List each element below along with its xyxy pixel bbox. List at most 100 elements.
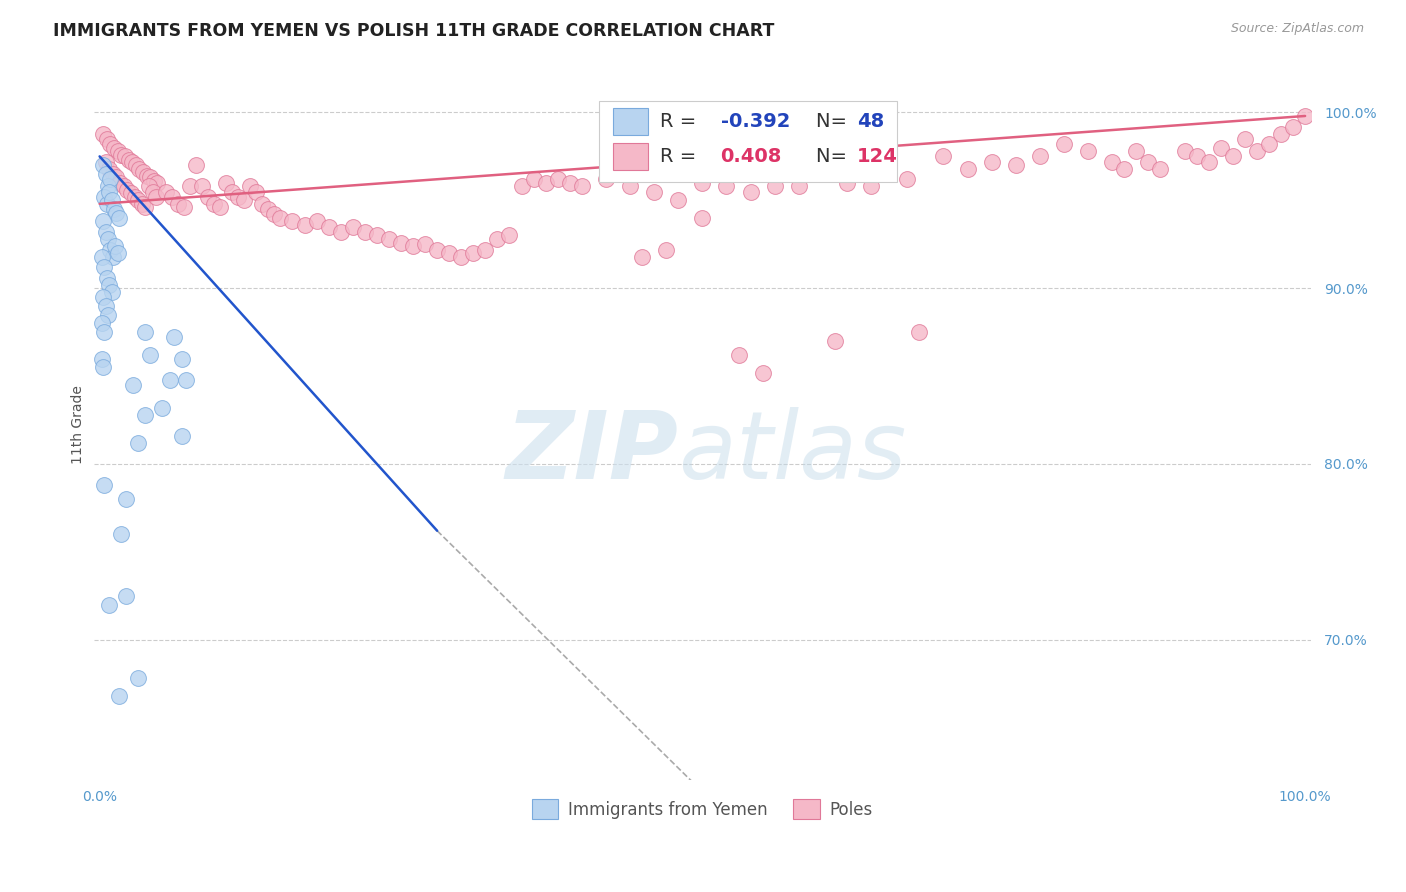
Point [318,219,340,234]
Text: ZIP: ZIP [505,407,678,499]
Point [450,250,472,264]
Point [91,158,114,172]
Point [474,243,496,257]
Point [160,190,183,204]
Point [1258,137,1281,152]
Point [97,232,120,246]
Point [716,179,738,194]
Point [184,158,207,172]
Point [124,190,146,204]
Point [1270,127,1292,141]
Point [558,176,581,190]
Point [534,176,557,190]
Point [94,167,117,181]
Point [107,144,129,158]
Point [413,237,436,252]
Bar [613,143,648,169]
Point [167,197,190,211]
Point [402,239,425,253]
Point [1125,144,1147,158]
Point [128,161,150,176]
Point [96,132,118,146]
Point [142,174,165,188]
Point [145,190,167,204]
Point [101,250,124,264]
Point [91,360,114,375]
Point [751,366,773,380]
Point [245,185,267,199]
Point [146,176,169,190]
Point [498,228,520,243]
Point [91,317,114,331]
Point [226,190,249,204]
Point [127,194,149,208]
Point [127,435,149,450]
Point [170,351,193,366]
Point [281,214,304,228]
Point [595,172,617,186]
Point [269,211,291,225]
Point [91,290,114,304]
Point [692,211,714,225]
Text: -0.392: -0.392 [721,112,790,131]
Point [342,219,364,234]
Point [110,527,132,541]
Point [1137,154,1160,169]
Point [108,176,131,190]
Point [110,147,132,161]
Point [173,200,195,214]
Point [117,153,139,167]
Point [176,373,198,387]
Text: atlas: atlas [678,408,907,499]
Point [619,179,641,194]
Point [98,185,121,199]
Point [1233,132,1256,146]
Point [1222,149,1244,163]
Point [91,127,114,141]
Point [263,207,285,221]
Point [94,299,117,313]
Point [170,429,193,443]
Point [1282,120,1305,134]
Point [366,228,388,243]
Point [94,154,117,169]
Text: 48: 48 [858,112,884,131]
Point [215,176,238,190]
Point [233,194,256,208]
Point [105,170,128,185]
Point [100,243,122,257]
Point [122,377,145,392]
Point [139,170,162,185]
Point [134,200,156,214]
Point [980,154,1002,169]
Point [1101,154,1123,169]
Point [1114,161,1136,176]
Point [824,334,846,348]
Point [96,197,118,211]
Point [305,214,328,228]
Point [666,194,689,208]
Point [108,689,131,703]
Text: IMMIGRANTS FROM YEMEN VS POLISH 11TH GRADE CORRELATION CHART: IMMIGRANTS FROM YEMEN VS POLISH 11TH GRA… [53,22,775,40]
Text: 0.408: 0.408 [721,146,782,166]
Text: Source: ZipAtlas.com: Source: ZipAtlas.com [1230,22,1364,36]
Point [378,232,401,246]
Point [1053,137,1076,152]
Point [163,330,186,344]
Point [108,211,131,225]
Point [932,149,955,163]
Point [437,246,460,260]
Point [763,179,786,194]
Point [107,246,129,260]
Point [101,167,124,181]
Point [872,161,894,176]
Bar [613,109,648,136]
Point [389,235,412,250]
Point [98,161,121,176]
Point [93,325,115,339]
Point [329,225,352,239]
Point [100,172,122,186]
Point [120,186,142,201]
Point [202,197,225,211]
Point [692,176,714,190]
